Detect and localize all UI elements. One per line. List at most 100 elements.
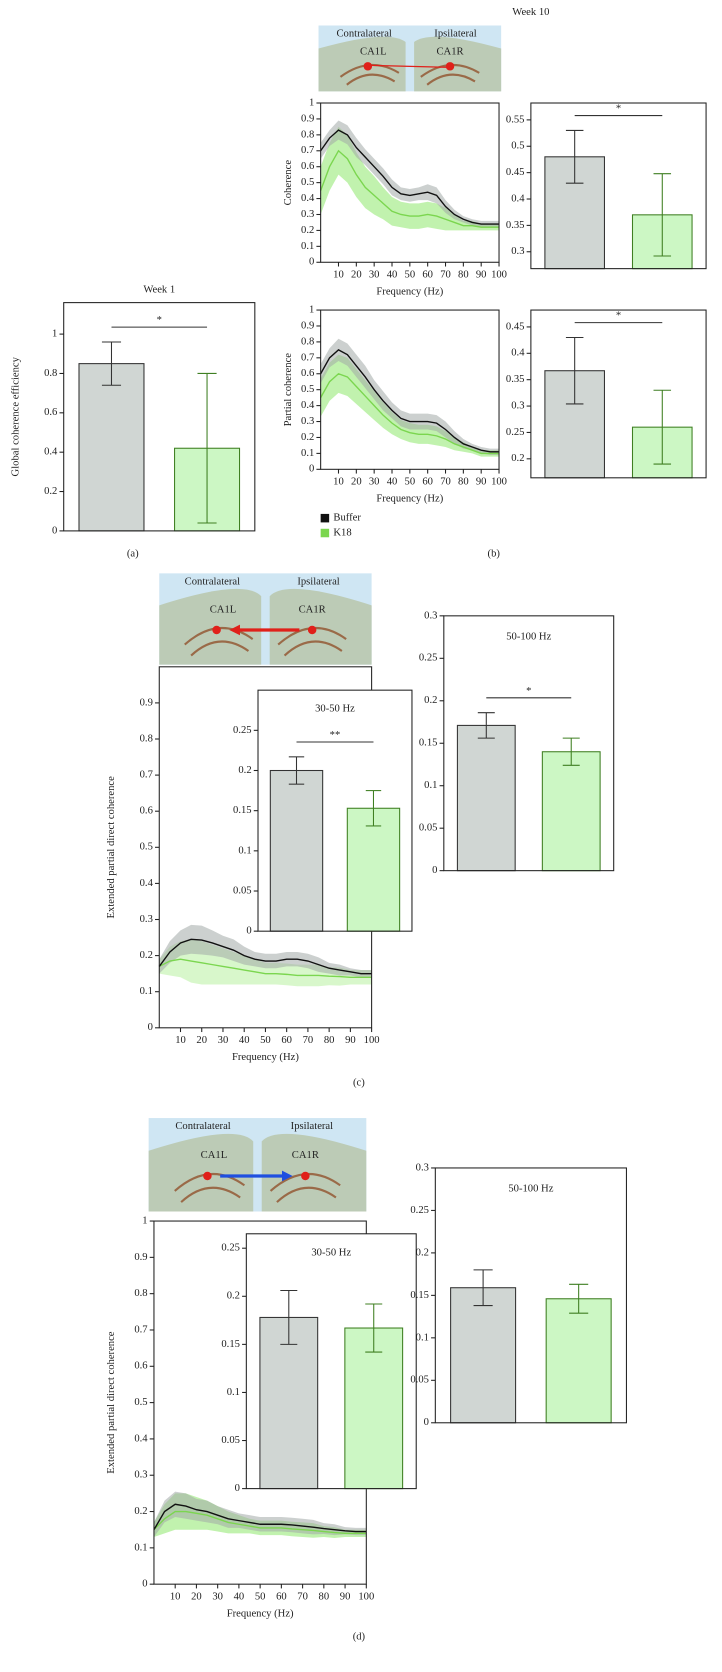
plot-frame (530, 309, 707, 479)
x-tick-label: 70 (440, 269, 451, 280)
line (320, 129, 500, 225)
y-tick-label: 1 (309, 97, 314, 108)
x-tick-label: 90 (476, 269, 487, 280)
y-tick-label: 0 (424, 1417, 429, 1428)
y-tick-label: 0.7 (134, 1324, 147, 1335)
y-tick-label: 0.25 (410, 1205, 429, 1216)
brain-tissue (148, 1133, 254, 1212)
y-tick-label: 0.1 (416, 1332, 429, 1343)
bar (259, 1316, 319, 1490)
legend-label: Buffer (333, 513, 361, 524)
bar (545, 1298, 612, 1424)
significance-label: * (157, 315, 162, 326)
x-axis-label: Frequency (Hz) (232, 1052, 299, 1063)
y-tick-label: 0.25 (506, 427, 525, 438)
y-axis-label: Extended partial direct coherence (106, 1331, 117, 1474)
brain-tissue (414, 36, 502, 92)
y-tick-label: 0.5 (301, 384, 314, 395)
y-tick-label: 0.9 (140, 697, 153, 708)
panel-label: (c) (353, 1077, 365, 1088)
y-tick-label: 0.6 (134, 1361, 147, 1372)
error-band (153, 1491, 367, 1537)
x-tick-label: 90 (476, 476, 487, 487)
y-tick-label: 0.9 (301, 320, 314, 331)
y-tick-label: 0.3 (424, 610, 437, 621)
line (153, 1503, 367, 1533)
y-tick-label: 0.2 (301, 225, 314, 236)
x-tick-label: 70 (297, 1591, 308, 1602)
hippocampus (346, 73, 396, 86)
x-axis-label: Frequency (Hz) (376, 493, 443, 504)
y-tick-label: 0.2 (238, 765, 251, 776)
y-tick-label: 0.8 (134, 1288, 147, 1299)
line (320, 372, 500, 455)
chart-title: Week 1 (143, 284, 175, 295)
x-tick-label: 90 (345, 1035, 356, 1046)
y-tick-label: 0.15 (410, 1290, 429, 1301)
x-tick-label: 100 (491, 476, 507, 487)
y-tick-label: 0.3 (301, 209, 314, 220)
y-tick-label: 0.3 (134, 1470, 147, 1481)
y-tick-label: 0.3 (140, 914, 153, 925)
error-band (320, 338, 500, 455)
arrow-head (282, 1170, 293, 1182)
line (320, 149, 500, 228)
connection (367, 64, 451, 69)
y-tick-label: 0.15 (233, 805, 252, 816)
y-tick-label: 0.4 (44, 447, 58, 458)
x-axis-label: Frequency (Hz) (376, 286, 443, 297)
x-tick-label: 60 (422, 476, 433, 487)
y-axis-label: Global coherence efficiency (10, 356, 21, 476)
x-tick-label: 10 (175, 1035, 186, 1046)
x-tick-label: 50 (405, 269, 416, 280)
panel-label: (d) (353, 1632, 366, 1643)
significance-label: * (616, 311, 621, 322)
x-tick-label: 30 (212, 1591, 223, 1602)
y-tick-label: 0.2 (511, 453, 524, 464)
y-tick-label: 0.4 (140, 878, 154, 889)
y-tick-label: 0.3 (416, 1162, 429, 1173)
y-tick-label: 0.6 (301, 161, 314, 172)
bar (346, 807, 401, 932)
y-tick-label: 0 (142, 1579, 147, 1590)
hippocampus (190, 640, 250, 657)
y-tick-label: 0 (52, 525, 57, 536)
x-tick-label: 20 (351, 269, 362, 280)
y-axis-label: Partial coherence (283, 353, 294, 427)
electrode (363, 62, 373, 71)
y-tick-label: 0.35 (506, 374, 525, 385)
brain-label: Ipsilateral (291, 1121, 333, 1132)
y-tick-label: 0.3 (511, 246, 524, 257)
x-tick-label: 20 (351, 476, 362, 487)
y-tick-label: 0.2 (140, 950, 153, 961)
chart-title: 30-50 Hz (315, 704, 355, 715)
x-tick-label: 40 (387, 269, 398, 280)
y-tick-label: 0.25 (221, 1243, 240, 1254)
x-tick-label: 100 (491, 269, 507, 280)
y-tick-label: 0.25 (233, 725, 252, 736)
brain-tissue (269, 588, 372, 665)
y-tick-label: 0.2 (301, 432, 314, 443)
electrode (307, 625, 317, 635)
y-tick-label: 0.1 (238, 845, 251, 856)
y-tick-label: 0.5 (134, 1397, 147, 1408)
x-tick-label: 30 (218, 1035, 229, 1046)
y-tick-label: 0.35 (506, 220, 525, 231)
y-tick-label: 0.6 (140, 806, 153, 817)
y-tick-label: 0.45 (506, 167, 525, 178)
line (158, 958, 372, 978)
y-tick-label: 0.5 (511, 141, 524, 152)
y-tick-label: 0.1 (424, 780, 437, 791)
x-tick-label: 40 (234, 1591, 245, 1602)
y-tick-label: 0.1 (301, 241, 314, 252)
brain-label: CA1R (299, 604, 327, 615)
y-tick-label: 0.05 (221, 1435, 240, 1446)
chart-title: 50-100 Hz (506, 632, 551, 643)
y-tick-label: 0 (309, 464, 314, 475)
y-tick-label: 0.45 (506, 321, 525, 332)
y-tick-label: 0.5 (301, 177, 314, 188)
y-tick-label: 0.25 (419, 653, 438, 664)
y-tick-label: 0.6 (301, 368, 314, 379)
y-tick-label: 0.9 (134, 1252, 147, 1263)
y-tick-label: 0.05 (233, 885, 252, 896)
